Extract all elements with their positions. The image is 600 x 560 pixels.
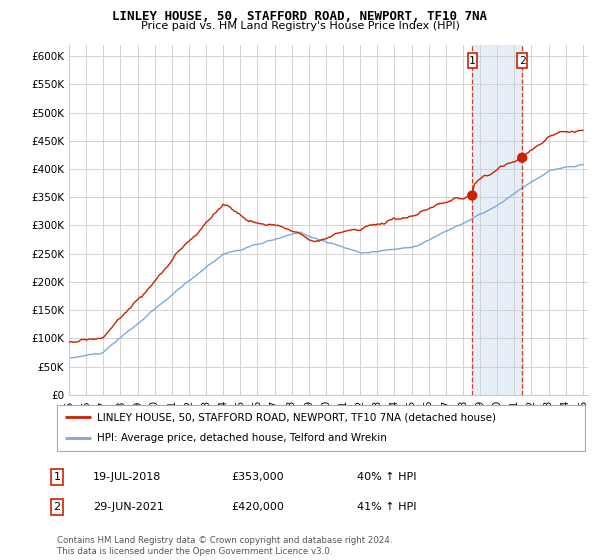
FancyBboxPatch shape bbox=[467, 53, 477, 68]
Text: 1: 1 bbox=[469, 55, 476, 66]
Text: Contains HM Land Registry data © Crown copyright and database right 2024.
This d: Contains HM Land Registry data © Crown c… bbox=[57, 536, 392, 556]
Text: Price paid vs. HM Land Registry's House Price Index (HPI): Price paid vs. HM Land Registry's House … bbox=[140, 21, 460, 31]
Text: £420,000: £420,000 bbox=[231, 502, 284, 512]
Text: 29-JUN-2021: 29-JUN-2021 bbox=[93, 502, 164, 512]
Point bbox=[517, 153, 527, 162]
Text: 2: 2 bbox=[519, 55, 526, 66]
FancyBboxPatch shape bbox=[57, 405, 585, 451]
Text: HPI: Average price, detached house, Telford and Wrekin: HPI: Average price, detached house, Telf… bbox=[97, 433, 386, 444]
Text: LINLEY HOUSE, 50, STAFFORD ROAD, NEWPORT, TF10 7NA (detached house): LINLEY HOUSE, 50, STAFFORD ROAD, NEWPORT… bbox=[97, 412, 496, 422]
Text: 1: 1 bbox=[53, 472, 61, 482]
Text: LINLEY HOUSE, 50, STAFFORD ROAD, NEWPORT, TF10 7NA: LINLEY HOUSE, 50, STAFFORD ROAD, NEWPORT… bbox=[113, 10, 487, 23]
Text: 41% ↑ HPI: 41% ↑ HPI bbox=[357, 502, 416, 512]
Bar bbox=[472, 45, 522, 395]
Text: £353,000: £353,000 bbox=[231, 472, 284, 482]
Text: 19-JUL-2018: 19-JUL-2018 bbox=[93, 472, 161, 482]
Text: 40% ↑ HPI: 40% ↑ HPI bbox=[357, 472, 416, 482]
Point bbox=[467, 191, 477, 200]
FancyBboxPatch shape bbox=[517, 53, 527, 68]
Text: 2: 2 bbox=[53, 502, 61, 512]
